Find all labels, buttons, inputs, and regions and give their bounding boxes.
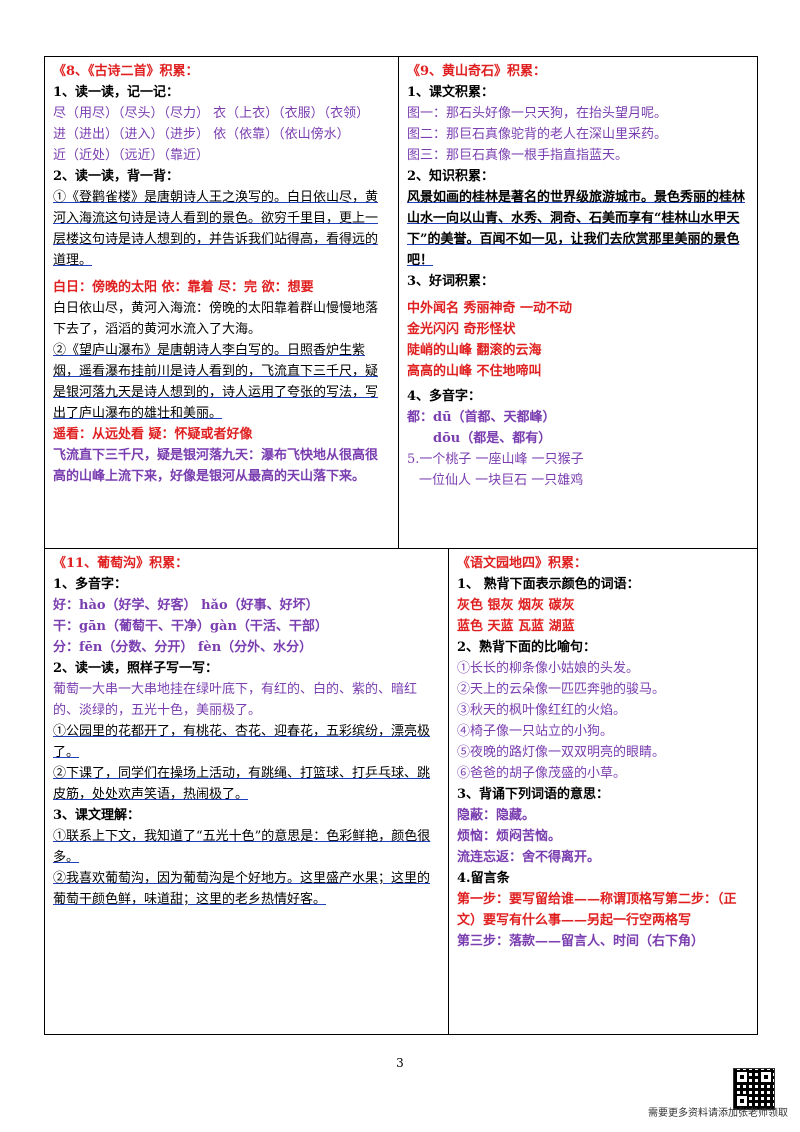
understanding-paragraph: ①联系上下文，我知道了“五光十色”的意思是：色彩鲜艳，颜色很多。	[53, 829, 431, 865]
footer-note: 需要更多资料请添加张老师领取	[648, 1108, 788, 1119]
example-paragraph: ①公园里的花都开了，有桃花、杏花、迎春花，五彩缤纷，漂亮极了。	[53, 724, 431, 760]
simile-line: ③秋天的枫叶像红红的火焰。	[457, 703, 627, 718]
quantifier-line: 5.一个桃子 一座山峰 一只猴子	[407, 452, 584, 467]
understanding-paragraph: ②我喜欢葡萄沟，因为葡萄沟是个好地方。这里盛产水果；这里的葡萄干颜色鲜，味道甜；…	[53, 871, 431, 907]
polyphone-line: 好：hào（好学、好客） hǎo（好事、好坏）	[53, 598, 319, 613]
poem-paragraph: ①《登鹳雀楼》是唐朝诗人王之涣写的。白日依山尽，黄河入海流这句诗是诗人看到的景色…	[53, 190, 379, 268]
good-words-row: 金光闪闪 奇形怪状	[407, 322, 516, 337]
section-heading: 2、读一读，背一背：	[53, 169, 180, 184]
simile-line: ④椅子像一只站立的小狗。	[457, 724, 614, 739]
section-heading: 3、好词积累：	[407, 274, 495, 289]
section-heading: 2、读一读，照样子写一写：	[53, 661, 219, 676]
note-steps: 第一步：要写留给谁——称谓顶格写第二步：（正文）要写有什么事——另起一行空两格写	[457, 892, 737, 928]
quantifier-line: 一位仙人 一块巨石 一只雄鸡	[419, 473, 584, 488]
simile-line: ⑥爸爸的胡子像茂盛的小草。	[457, 766, 627, 781]
section-heading: 4.留言条	[457, 871, 510, 886]
simile-line: ①长长的柳条像小姑娘的头发。	[457, 661, 640, 676]
knowledge-paragraph: 风景如画的桂林是著名的世界级旅游城市。景色秀丽的桂林山水一向以山青、水秀、洞奇、…	[407, 190, 746, 268]
section-heading: 1、多音字：	[53, 577, 128, 592]
picture-line: 图一：那石头好像一只天狗，在抬头望月呢。	[407, 106, 668, 121]
cell-title: 《11、葡萄沟》积累：	[53, 556, 189, 571]
cell-title: 《9、黄山奇石》积累：	[407, 64, 547, 79]
section-heading: 2、知识积累：	[407, 169, 495, 184]
word-row: 近（近处）（远近）（靠近）	[53, 148, 210, 163]
cell-huangshan: 《9、黄山奇石》积累： 1、课文积累： 图一：那石头好像一只天狗，在抬头望月呢。…	[398, 56, 758, 549]
word-meanings: 白日：傍晚的太阳 依：靠着 尽：完 欲：想要	[53, 280, 314, 295]
section-heading: 2、熟背下面的比喻句：	[457, 640, 597, 655]
example-paragraph: 葡萄一大串一大串地挂在绿叶底下，有红的、白的、紫的、暗红的、淡绿的，五光十色，美…	[53, 682, 418, 718]
polyphone-line: dōu（都是、都有）	[433, 431, 552, 446]
poem-explanation: 白日依山尽，黄河入海流：傍晚的太阳靠着群山慢慢地落下去了，滔滔的黄河水流入了大海…	[53, 301, 379, 337]
section-heading: 1、读一读，记一记：	[53, 85, 180, 100]
page-number: 3	[396, 1056, 404, 1070]
polyphone-line: 干：gān（葡萄干、干净）gàn（干活、干部）	[53, 619, 328, 634]
section-heading: 1、 熟背下面表示颜色的词语：	[457, 577, 640, 592]
color-words-row: 蓝色 天蓝 瓦蓝 湖蓝	[457, 619, 575, 634]
poem-explanation: 飞流直下三千尺，疑是银河落九天：瀑布飞快地从很高很高的山峰上流下来，好像是银河从…	[53, 448, 379, 484]
picture-line: 图二：那巨石真像驼背的老人在深山里采药。	[407, 127, 668, 142]
color-words-row: 灰色 银灰 烟灰 碳灰	[457, 598, 575, 613]
picture-line: 图三：那巨石真像一根手指直指蓝天。	[407, 148, 629, 163]
good-words-row: 陡峭的山峰 翻滚的云海	[407, 343, 542, 358]
section-heading: 4、多音字：	[407, 389, 482, 404]
cell-ancient-poems: 《8、《古诗二首》积累： 1、读一读，记一记： 尽（用尽）（尽头）（尽力） 衣（…	[44, 56, 399, 549]
qr-code-icon	[733, 1068, 775, 1110]
worksheet: 《8、《古诗二首》积累： 1、读一读，记一记： 尽（用尽）（尽头）（尽力） 衣（…	[44, 56, 758, 1035]
poem-paragraph: ②《望庐山瀑布》是唐朝诗人李白写的。日照香炉生紫烟，遥看瀑布挂前川是诗人看到的，…	[53, 343, 379, 421]
word-meanings: 遥看：从远处看 疑：怀疑或者好像	[53, 427, 253, 442]
good-words-row: 中外闻名 秀丽神奇 一动不动	[407, 301, 573, 316]
content-table: 《8、《古诗二首》积累： 1、读一读，记一记： 尽（用尽）（尽头）（尽力） 衣（…	[44, 56, 758, 1035]
example-paragraph: ②下课了，同学们在操场上活动，有跳绳、打篮球、打乒乓球、跳皮筋，处处欢声笑语，热…	[53, 766, 431, 802]
section-heading: 1、课文积累：	[407, 85, 495, 100]
polyphone-line: 分：fēn（分数、分开） fèn（分外、水分）	[53, 640, 313, 655]
cell-language-garden: 《语文园地四》积累： 1、 熟背下面表示颜色的词语： 灰色 银灰 烟灰 碳灰 蓝…	[448, 548, 758, 1035]
meaning-line: 流连忘返：舍不得离开。	[457, 850, 601, 865]
cell-title: 《8、《古诗二首》积累：	[53, 64, 199, 79]
simile-line: ②天上的云朵像一匹匹奔驰的骏马。	[457, 682, 666, 697]
simile-line: ⑤夜晚的路灯像一双双明亮的眼睛。	[457, 745, 666, 760]
meaning-line: 隐蔽：隐藏。	[457, 808, 536, 823]
meaning-line: 烦恼：烦闷苦恼。	[457, 829, 562, 844]
polyphone-line: 都：dū（首都、天都峰）	[407, 410, 556, 425]
note-steps: 第三步：落款——留言人、时间（右下角）	[457, 934, 705, 949]
section-heading: 3、课文理解：	[53, 808, 141, 823]
word-row: 尽（用尽）（尽头）（尽力） 衣（上衣）（衣服）（衣领）	[53, 106, 370, 121]
good-words-row: 高高的山峰 不住地啼叫	[407, 364, 542, 379]
cell-grape-valley: 《11、葡萄沟》积累： 1、多音字： 好：hào（好学、好客） hǎo（好事、好…	[44, 548, 449, 1035]
section-heading: 3、背诵下列词语的意思：	[457, 787, 610, 802]
cell-title: 《语文园地四》积累：	[457, 556, 588, 571]
word-row: 进（进出）（进入）（进步） 依（依靠）（依山傍水）	[53, 127, 350, 142]
